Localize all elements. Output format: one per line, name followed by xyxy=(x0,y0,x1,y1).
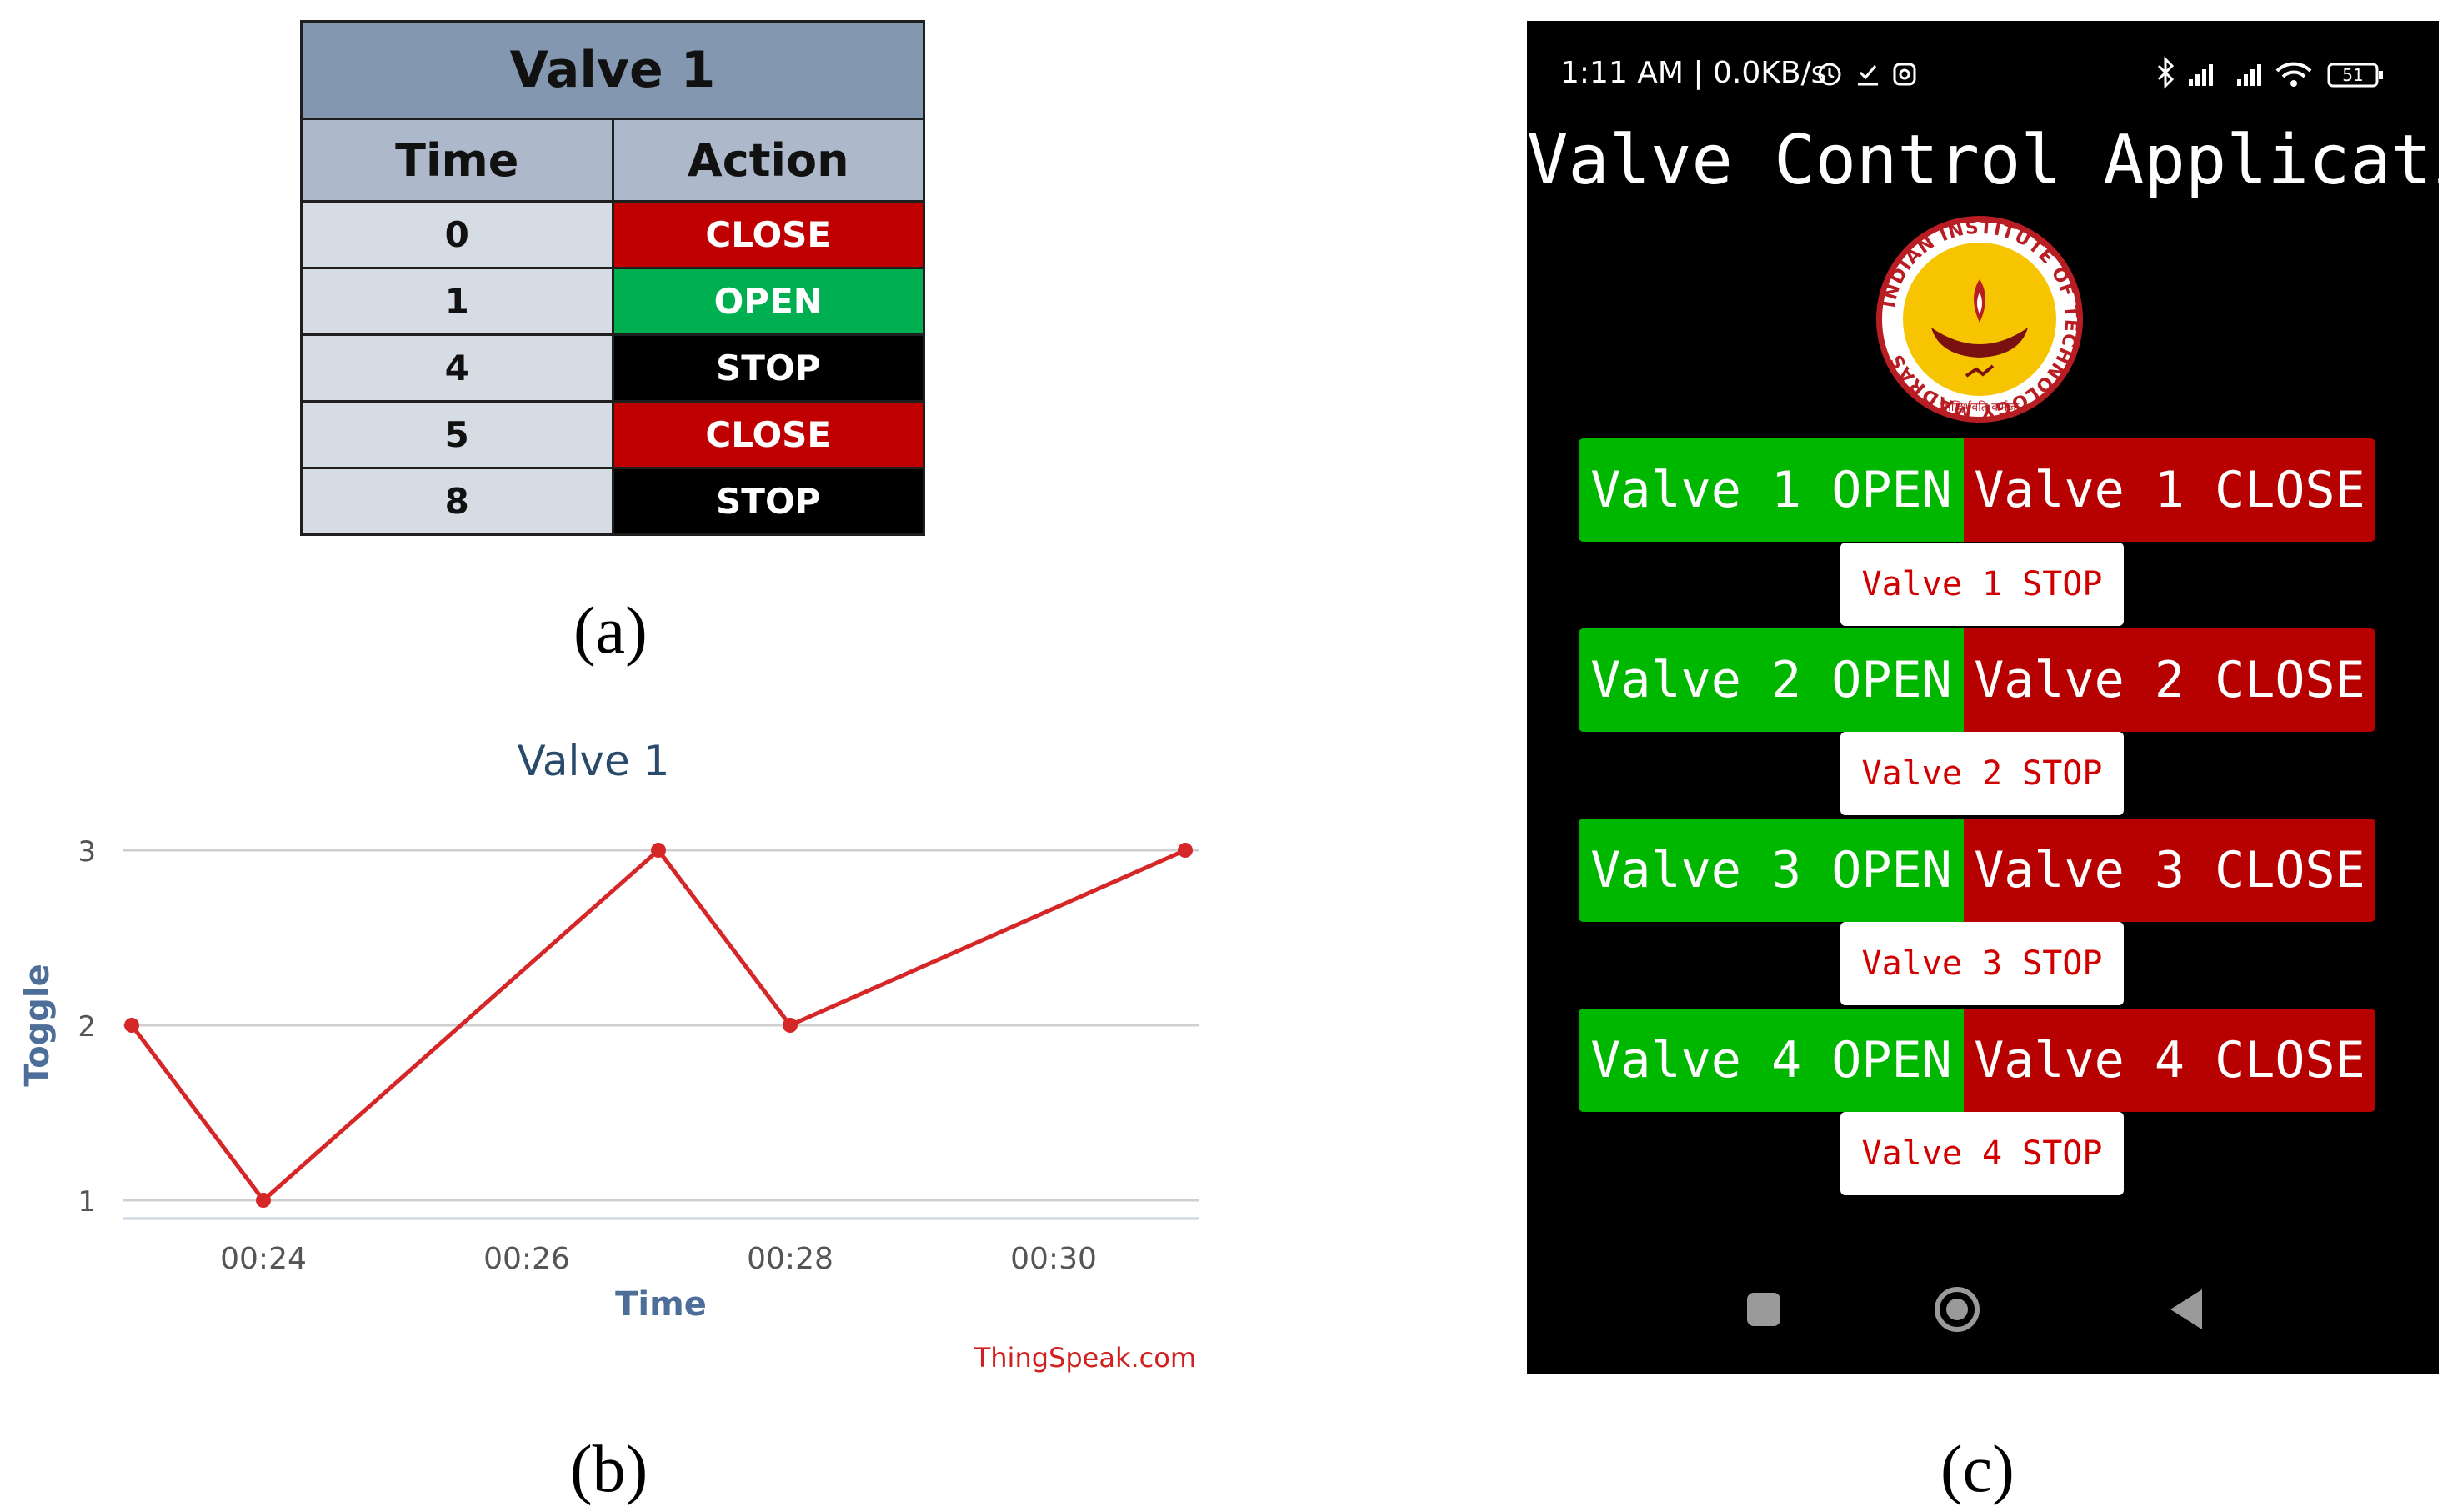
data-point[interactable] xyxy=(783,1018,798,1033)
logo-motto: सिद्धिर्भवति कर्मजा xyxy=(1940,400,2020,414)
app-title: Valve Control Application xyxy=(1527,121,2453,200)
valve-1-stop-button[interactable]: Valve 1 STOP xyxy=(1840,543,2124,626)
alarm-icon xyxy=(1818,63,1841,86)
battery-icon: 51 xyxy=(2327,63,2383,88)
table-row: 8 STOP xyxy=(300,467,925,536)
phone-screen: 1:11 AM | 0.0KB/s 51 Valve Control Appli… xyxy=(1527,21,2453,1374)
time-cell: 0 xyxy=(300,200,614,269)
bluetooth-icon xyxy=(2157,56,2175,89)
valve-2-open-button[interactable]: Valve 2 OPEN xyxy=(1579,628,1964,732)
data-point[interactable] xyxy=(1178,843,1193,858)
table-row: 4 STOP xyxy=(300,333,925,403)
wifi-icon xyxy=(2275,62,2312,87)
x-tick-label: 00:24 xyxy=(220,1242,307,1276)
valve-4-open-button[interactable]: Valve 4 OPEN xyxy=(1579,1009,1964,1112)
signal-icon xyxy=(2237,64,2261,86)
android-nav-bar xyxy=(1747,1287,2202,1332)
data-point[interactable] xyxy=(651,843,666,858)
back-triangle-icon[interactable] xyxy=(2170,1289,2202,1329)
chart-title: Valve 1 xyxy=(518,737,670,785)
time-cell: 1 xyxy=(300,267,614,336)
y-tick-label: 3 xyxy=(78,835,96,869)
valve-1-open-button[interactable]: Valve 1 OPEN xyxy=(1579,438,1964,542)
data-point[interactable] xyxy=(124,1018,139,1033)
action-cell: CLOSE xyxy=(611,400,925,469)
x-tick-label: 00:30 xyxy=(1010,1242,1097,1276)
check-download-icon xyxy=(1858,65,1878,86)
caption-c: (c) xyxy=(1940,1433,2015,1506)
y-tick-label: 2 xyxy=(78,1010,96,1044)
status-icons-left xyxy=(1818,63,1916,86)
time-cell: 8 xyxy=(300,467,614,536)
x-tick-label: 00:26 xyxy=(483,1242,570,1276)
table-row: 1 OPEN xyxy=(300,267,925,336)
instagram-icon xyxy=(1893,63,1916,86)
recents-square-icon[interactable] xyxy=(1747,1293,1780,1326)
time-cell: 4 xyxy=(300,333,614,403)
data-point[interactable] xyxy=(256,1193,271,1208)
table-row: 0 CLOSE xyxy=(300,200,925,269)
valve-line-chart: 1 2 3 00:24 00:26 00:28 00:30 Valve 1 Time Tog… xyxy=(18,737,1199,1374)
valve-4-close-button[interactable]: Valve 4 CLOSE xyxy=(1964,1009,2375,1112)
y-axis-label: Toggle xyxy=(18,964,57,1087)
valve-1-close-button[interactable]: Valve 1 CLOSE xyxy=(1964,438,2375,542)
column-header-action: Action xyxy=(611,118,925,203)
valve-3-stop-button[interactable]: Valve 3 STOP xyxy=(1840,922,2124,1005)
valve-2-close-button[interactable]: Valve 2 CLOSE xyxy=(1964,628,2375,732)
y-tick-label: 1 xyxy=(78,1185,96,1219)
thingspeak-credit[interactable]: ThingSpeak.com xyxy=(974,1342,1196,1374)
x-axis-label: Time xyxy=(615,1285,707,1324)
table-row: 5 CLOSE xyxy=(300,400,925,469)
caption-a: (a) xyxy=(573,594,648,668)
valve-2-stop-button[interactable]: Valve 2 STOP xyxy=(1840,732,2124,815)
column-header-time: Time xyxy=(300,118,614,203)
status-bar-text: 1:11 AM | 0.0KB/s xyxy=(1560,56,1827,90)
table-title: Valve 1 xyxy=(300,20,925,120)
valve-4-stop-button[interactable]: Valve 4 STOP xyxy=(1840,1112,2124,1195)
iit-madras-logo: INDIAN INSTITUTE OF TECHNOLOGY MADRAS सि… xyxy=(1876,216,2083,423)
signal-icon xyxy=(2189,64,2213,86)
action-cell: STOP xyxy=(611,333,925,403)
valve-action-table: Valve 1 Time Action 0 CLOSE 1 OPEN 4 STO… xyxy=(300,20,925,536)
status-icons-right: 51 xyxy=(2157,56,2383,89)
battery-level: 51 xyxy=(2342,65,2363,85)
action-cell: OPEN xyxy=(611,267,925,336)
time-cell: 5 xyxy=(300,400,614,469)
valve-3-open-button[interactable]: Valve 3 OPEN xyxy=(1579,819,1964,922)
x-tick-label: 00:28 xyxy=(747,1242,834,1276)
action-cell: CLOSE xyxy=(611,200,925,269)
caption-b: (b) xyxy=(570,1433,648,1506)
valve-3-close-button[interactable]: Valve 3 CLOSE xyxy=(1964,819,2375,922)
action-cell: STOP xyxy=(611,467,925,536)
home-circle-icon[interactable] xyxy=(1935,1287,1980,1332)
